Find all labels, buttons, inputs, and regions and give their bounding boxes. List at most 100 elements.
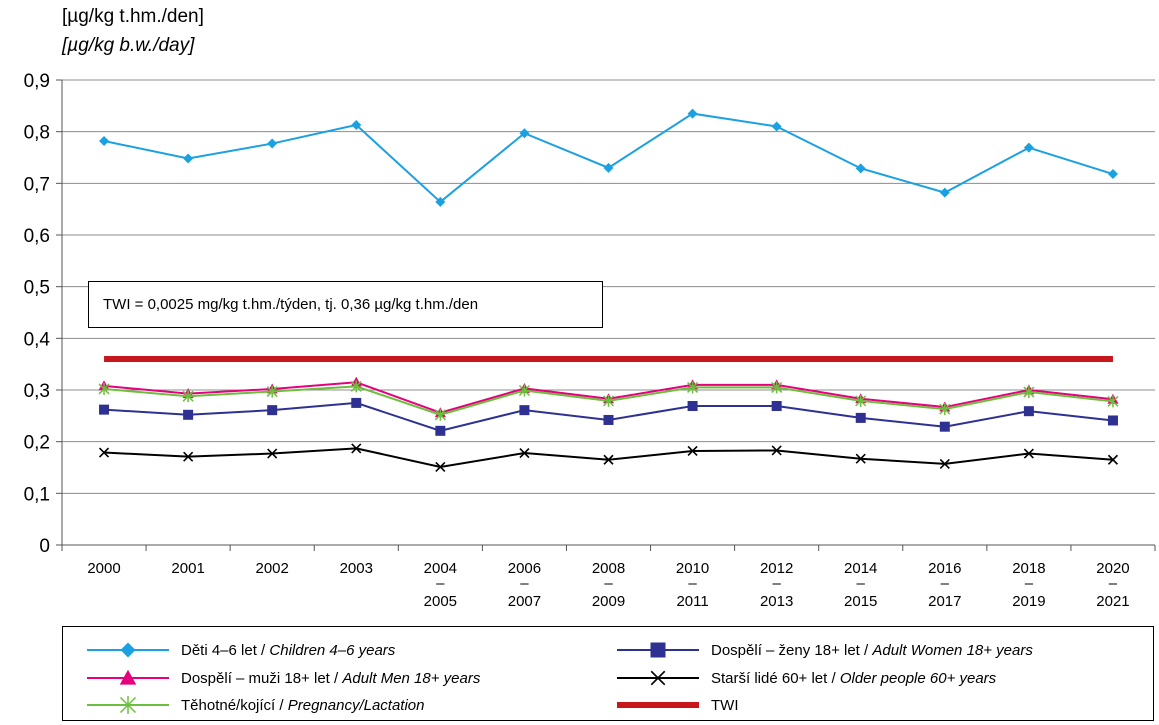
asterisk-marker	[518, 384, 530, 397]
y-tick-label: 0,2	[24, 433, 50, 454]
legend-label-cz: TWI	[711, 696, 739, 714]
x-tick-labels: 2000 2001 2002 2003 2004–2005 2006–2007 2008–2…	[87, 560, 1129, 610]
diamond-marker	[99, 135, 110, 146]
series-pregnancy	[98, 380, 1119, 421]
y-tick-label: 0	[39, 536, 50, 557]
legend-item-older: Starší lidé 60+ let / Older people 60+ y…	[613, 665, 996, 691]
cross-marker	[519, 447, 530, 459]
asterisk-marker	[1023, 386, 1035, 399]
asterisk-marker	[771, 381, 783, 394]
y-tick-label: 0,7	[24, 174, 50, 195]
asterisk-marker	[266, 385, 278, 398]
x-tick-label: 2000	[87, 560, 120, 577]
square-marker	[351, 397, 362, 408]
diamond-marker	[1107, 169, 1118, 180]
legend-label-cz: Děti 4–6 let /	[181, 641, 270, 659]
triangle-icon	[87, 669, 169, 685]
square-marker	[855, 412, 866, 423]
series-line-children	[103, 112, 1114, 204]
diamond-marker	[687, 108, 698, 119]
x-tick-label: 2006–2007	[508, 560, 541, 610]
diamond-marker	[1023, 142, 1034, 153]
asterisk-marker	[687, 381, 699, 394]
cross-marker	[1107, 454, 1119, 465]
diamond-marker	[855, 163, 866, 174]
cross-marker	[1023, 448, 1034, 459]
series-lines	[98, 108, 1119, 473]
legend-item-twi: TWI	[613, 692, 739, 718]
line-chart: 00,10,20,30,40,50,60,70,80,9 2000 2001 200…	[24, 71, 1156, 610]
x-tick-label: 2020–2021	[1096, 560, 1129, 610]
asterisk-marker	[1107, 395, 1119, 408]
asterisk-marker	[350, 380, 362, 393]
asterisk-marker	[855, 394, 867, 407]
square-marker	[771, 401, 782, 412]
asterisk-marker	[939, 403, 951, 416]
diamond-marker	[183, 153, 194, 164]
series-line-older	[103, 447, 1114, 469]
legend-label-en: Children 4–6 years	[269, 641, 396, 659]
y-unit-label-en: [µg/kg b.w./day]	[62, 35, 195, 56]
square-marker	[99, 404, 110, 415]
series-women	[99, 397, 1118, 436]
cross-marker	[183, 451, 194, 462]
diamond-marker	[351, 119, 362, 130]
y-tick-label: 0,6	[24, 226, 50, 247]
y-tick-labels: 0 0,1 0,2 0,3 0,4 0,5 0,6 0,7 0,8 0,9	[24, 71, 51, 557]
cross-marker	[267, 448, 278, 459]
legend-label-cz: Dospělí – muži 18+ let /	[181, 669, 343, 687]
legend-label-cz: Těhotné/kojící /	[181, 696, 288, 714]
cross-marker	[603, 454, 614, 465]
legend-item-men: Dospělí – muži 18+ let / Adult Men 18+ y…	[83, 665, 480, 691]
square-marker	[435, 425, 446, 436]
asterisk-icon	[87, 696, 169, 714]
x-tick-label: 2016–2017	[928, 560, 961, 610]
x-tick-label: 2014–2015	[844, 560, 877, 610]
twi-note-text: TWI = 0,0025 mg/kg t.hm./týden, tj. 0,36…	[103, 296, 479, 313]
diamond-marker	[120, 642, 136, 658]
cross-marker	[771, 445, 782, 456]
y-unit-label-cz: [µg/kg t.hm./den]	[62, 6, 204, 27]
series-children	[99, 108, 1118, 207]
x-tick-label: 2012–2013	[760, 560, 793, 610]
x-tick-label: 2001	[171, 560, 204, 577]
cross-marker	[687, 445, 698, 457]
square-marker	[939, 421, 950, 432]
x-tick-label: 2003	[340, 560, 373, 577]
twi-note-box: TWI = 0,0025 mg/kg t.hm./týden, tj. 0,36…	[88, 281, 603, 328]
legend-item-children: Děti 4–6 let / Children 4–6 years	[83, 637, 395, 663]
asterisk-marker	[434, 408, 446, 421]
diamond-icon	[87, 642, 169, 658]
y-tick-label: 0,1	[24, 484, 50, 505]
square-icon	[617, 642, 699, 658]
asterisk-marker	[98, 382, 110, 395]
y-tick-label: 0,8	[24, 123, 50, 144]
x-tick-label: 2010–2011	[676, 560, 709, 610]
series-older	[98, 443, 1119, 473]
square-marker	[267, 405, 278, 416]
square-marker	[183, 409, 194, 420]
y-tick-label: 0,9	[24, 71, 50, 92]
legend-label-en: Adult Women 18+ years	[872, 641, 1033, 659]
square-marker	[687, 401, 698, 412]
legend-label-en: Adult Men 18+ years	[342, 669, 481, 687]
cross-marker	[855, 453, 866, 464]
thick-line-icon	[617, 702, 699, 708]
square-marker	[1023, 406, 1034, 417]
x-tick-label: 2018–2019	[1012, 560, 1045, 610]
square-marker	[650, 642, 666, 658]
cross-marker	[650, 670, 666, 686]
cross-icon	[617, 670, 699, 686]
asterisk-marker	[119, 696, 137, 714]
legend-label-en: Older people 60+ years	[839, 669, 997, 687]
diamond-marker	[771, 121, 782, 132]
x-tick-label: 2004–2005	[424, 560, 457, 610]
legend-label-en: Pregnancy/Lactation	[287, 696, 425, 714]
legend-item-women: Dospělí – ženy 18+ let / Adult Women 18+…	[613, 637, 1033, 663]
diamond-marker	[603, 162, 614, 173]
cross-marker	[351, 443, 362, 454]
cross-marker	[435, 461, 446, 473]
legend-item-pregnancy: Těhotné/kojící / Pregnancy/Lactation	[83, 692, 425, 718]
x-tick-label: 2008–2009	[592, 560, 625, 610]
square-marker	[1107, 415, 1118, 426]
